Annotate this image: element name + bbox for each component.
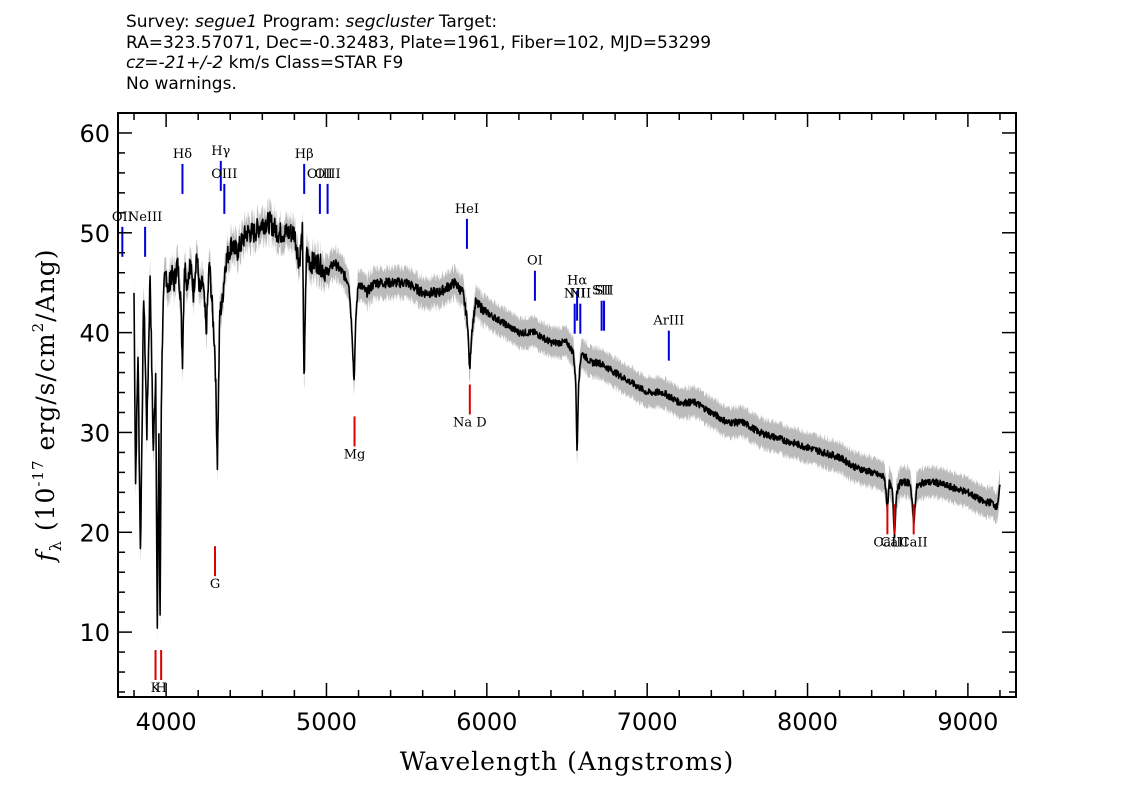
emission-line-label-9: OI bbox=[527, 254, 543, 269]
y-axis-title-tail: /Ang) bbox=[31, 248, 60, 321]
cz-label: cz= bbox=[126, 53, 159, 73]
flux-series-line bbox=[133, 211, 1001, 629]
x-tick-label: 6000 bbox=[456, 708, 517, 736]
target-label: Target: bbox=[438, 12, 498, 32]
spectrum-header: Survey: segue1 Program: segcluster Targe… bbox=[126, 12, 1026, 94]
header-line-warnings: No warnings. bbox=[126, 73, 237, 94]
emission-line-label-1: NeIII bbox=[128, 210, 162, 225]
x-tick-label: 9000 bbox=[937, 708, 998, 736]
absorption-line-label-2: G bbox=[210, 577, 220, 592]
emission-line-label-14: SII bbox=[594, 284, 613, 299]
emission-line-label-7: OIII bbox=[315, 167, 341, 182]
y-axis-title: fλ (10-17 erg/s/cm2/Ang) bbox=[29, 248, 65, 563]
y-tick-label: 20 bbox=[79, 519, 110, 547]
survey-label: Survey: bbox=[126, 12, 190, 32]
header-line-coordinates: RA=323.57071, Dec=-0.32483, Plate=1961, … bbox=[126, 32, 712, 53]
emission-line-label-12: NII bbox=[569, 287, 591, 302]
emission-line-label-4: OIII bbox=[211, 167, 237, 182]
absorption-line-label-0: K bbox=[151, 681, 161, 696]
emission-line-label-3: Hγ bbox=[211, 144, 230, 159]
emission-line-label-8: HeI bbox=[455, 202, 479, 217]
program-label: Program: bbox=[262, 12, 341, 32]
program-value: segcluster bbox=[345, 12, 434, 32]
x-tick-label: 8000 bbox=[777, 708, 838, 736]
y-axis-title-exp: -17 bbox=[29, 459, 47, 486]
x-axis-title: Wavelength (Angstroms) bbox=[400, 747, 734, 776]
y-tick-label: 60 bbox=[79, 120, 110, 148]
error-band-layer bbox=[134, 197, 1000, 644]
cz-value: -21+/-2 bbox=[158, 53, 224, 73]
emission-line-label-2: Hδ bbox=[173, 147, 192, 162]
x-tick-label: 4000 bbox=[136, 708, 197, 736]
absorption-line-label-7: CaII bbox=[900, 535, 928, 550]
absorption-line-label-5: CaII bbox=[873, 535, 901, 550]
absorption-line-label-4: Na D bbox=[453, 415, 487, 430]
emission-line-label-6: OIII bbox=[307, 167, 333, 182]
y-axis-title-f: f bbox=[31, 549, 60, 564]
y-axis-title-units: erg/s/cm bbox=[31, 332, 60, 459]
header-line-redshift: cz=-21+/-2 km/s Class=STAR F9 bbox=[126, 53, 1026, 74]
emission-line-label-11: Hα bbox=[567, 274, 587, 289]
y-axis-title-prefix: (10 bbox=[31, 487, 60, 541]
absorption-line-label-6: CaII bbox=[880, 535, 908, 550]
cz-units-class: km/s Class=STAR F9 bbox=[228, 53, 404, 73]
emission-line-label-15: ArIII bbox=[652, 314, 684, 329]
absorption-line-label-1: H bbox=[155, 681, 166, 696]
y-tick-label: 10 bbox=[79, 619, 110, 647]
x-tick-label: 5000 bbox=[296, 708, 357, 736]
plot-frame bbox=[117, 112, 1017, 698]
x-tick-label: 7000 bbox=[617, 708, 678, 736]
y-axis-title-lambda: λ bbox=[46, 540, 65, 551]
y-tick-label: 50 bbox=[79, 220, 110, 248]
emission-line-label-5: Hβ bbox=[295, 147, 314, 162]
flux-layer bbox=[133, 211, 1001, 629]
survey-value: segue1 bbox=[195, 12, 258, 32]
emission-line-label-13: SII bbox=[592, 284, 611, 299]
ticks-layer: 4000 5000 6000 7000 8000 9000 10 20 30 40 50 60 bbox=[79, 112, 1016, 736]
y-tick-label: 40 bbox=[79, 320, 110, 348]
absorption-line-label-3: Mg bbox=[344, 447, 366, 462]
header-line-survey: Survey: segue1 Program: segcluster Targe… bbox=[126, 12, 1026, 33]
emission-line-label-10: NII bbox=[564, 287, 586, 302]
y-tick-label: 30 bbox=[79, 419, 110, 447]
y-axis-title-sq: 2 bbox=[29, 322, 47, 333]
error-band bbox=[134, 197, 1000, 644]
